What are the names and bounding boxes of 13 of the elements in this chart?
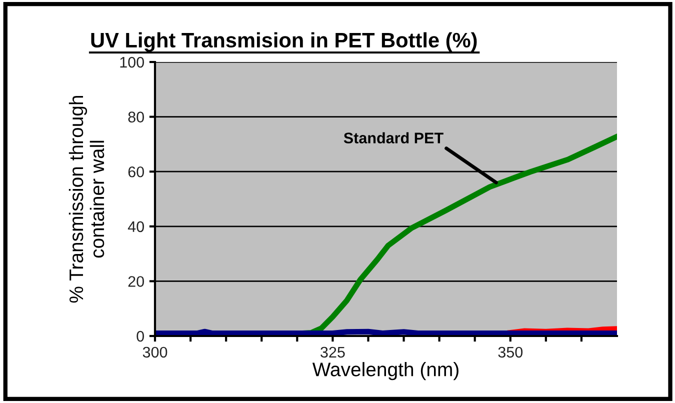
x-axis-title: Wavelength (nm) [312,362,458,380]
y-tick-label: 100 [120,56,144,68]
y-tick-label: 20 [128,276,144,287]
chart-title: UV Light Transmision in PET Bottle (%) [91,32,477,52]
x-tick-label: 350 [498,346,523,358]
y-tick-label: 40 [128,221,144,232]
y-tick-label: 0 [136,330,144,342]
y-axis-title: % Transmission through container wall [68,96,104,303]
y-tick-label: 60 [128,166,144,178]
x-tick-label: 325 [320,346,345,358]
x-tick-label: 300 [142,346,168,358]
y-tick-label: 80 [128,112,144,122]
annotation: Standard PET [344,132,444,144]
